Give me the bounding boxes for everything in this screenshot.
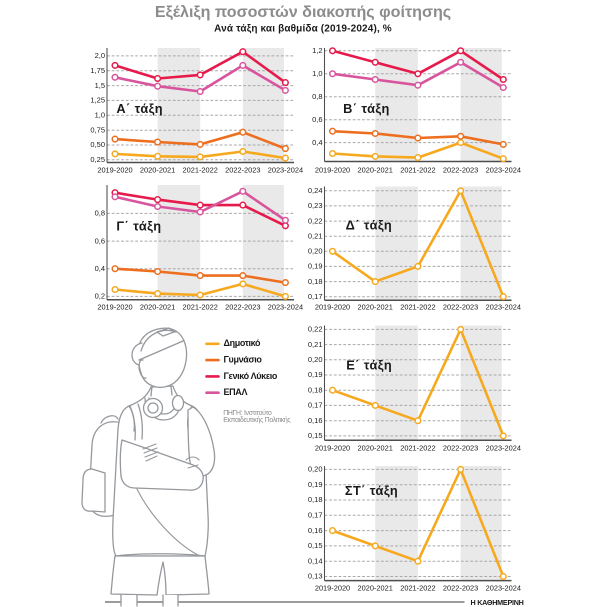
svg-text:2019-2020: 2019-2020 — [315, 584, 350, 593]
svg-text:0,4: 0,4 — [95, 264, 105, 273]
svg-text:0,16: 0,16 — [308, 416, 323, 425]
svg-text:Η ΚΑΘΗΜΕΡΙΝΗ: Η ΚΑΘΗΜΕΡΙΝΗ — [471, 598, 524, 607]
svg-text:2021-2022: 2021-2022 — [400, 302, 435, 311]
svg-text:2021-2022: 2021-2022 — [400, 443, 435, 452]
svg-text:Ε΄ τάξη: Ε΄ τάξη — [346, 358, 392, 373]
svg-text:0,15: 0,15 — [308, 541, 323, 550]
svg-text:0,19: 0,19 — [308, 370, 323, 379]
svg-text:0,22: 0,22 — [308, 325, 323, 334]
svg-text:0,17: 0,17 — [308, 511, 323, 520]
svg-text:2020-2021: 2020-2021 — [358, 443, 393, 452]
svg-text:0,17: 0,17 — [308, 401, 323, 410]
svg-text:2020-2021: 2020-2021 — [140, 166, 175, 175]
svg-text:Α΄ τάξη: Α΄ τάξη — [116, 101, 163, 116]
svg-text:0,6: 0,6 — [95, 236, 105, 245]
svg-text:0,16: 0,16 — [308, 526, 323, 535]
svg-text:ΣΤ΄ τάξη: ΣΤ΄ τάξη — [345, 483, 398, 498]
svg-text:2019-2020: 2019-2020 — [315, 302, 350, 311]
svg-text:0,2: 0,2 — [95, 292, 105, 301]
svg-text:0,17: 0,17 — [308, 292, 323, 301]
svg-text:2023-2024: 2023-2024 — [486, 584, 521, 593]
svg-text:Εκπαιδευτικής Πολιτικής: Εκπαιδευτικής Πολιτικής — [223, 417, 291, 424]
svg-text:2023-2024: 2023-2024 — [268, 302, 303, 311]
svg-text:0,18: 0,18 — [308, 277, 323, 286]
svg-text:2022-2023: 2022-2023 — [443, 302, 478, 311]
svg-text:0,20: 0,20 — [308, 247, 323, 256]
svg-text:Δ΄ τάξη: Δ΄ τάξη — [346, 218, 393, 233]
svg-text:ΠΗΓΗ: Ινστιτούτο: ΠΗΓΗ: Ινστιτούτο — [223, 409, 272, 417]
svg-text:0,22: 0,22 — [308, 216, 323, 225]
svg-text:0,75: 0,75 — [90, 125, 105, 134]
svg-text:Ανά τάξη και βαθμίδα (2019-202: Ανά τάξη και βαθμίδα (2019-2024), % — [214, 24, 392, 35]
svg-text:0,13: 0,13 — [308, 572, 323, 581]
svg-text:Γ΄ τάξη: Γ΄ τάξη — [116, 219, 161, 234]
svg-text:0,4: 0,4 — [312, 138, 322, 147]
svg-text:0,14: 0,14 — [308, 556, 323, 565]
svg-text:0,25: 0,25 — [90, 155, 105, 164]
svg-text:1,0: 1,0 — [95, 111, 105, 120]
svg-text:0,24: 0,24 — [308, 186, 323, 195]
svg-text:Γυμνάσιο: Γυμνάσιο — [224, 355, 263, 365]
svg-text:2022-2023: 2022-2023 — [225, 166, 260, 175]
svg-text:0,18: 0,18 — [308, 385, 323, 394]
svg-text:0,19: 0,19 — [308, 480, 323, 489]
svg-text:2023-2024: 2023-2024 — [486, 166, 521, 175]
svg-text:Β΄ τάξη: Β΄ τάξη — [343, 101, 390, 116]
svg-text:2021-2022: 2021-2022 — [183, 302, 218, 311]
svg-text:1,2: 1,2 — [312, 46, 322, 55]
svg-text:0,8: 0,8 — [95, 209, 105, 218]
svg-text:2021-2022: 2021-2022 — [400, 166, 435, 175]
svg-text:2021-2022: 2021-2022 — [183, 166, 218, 175]
svg-text:1,25: 1,25 — [90, 96, 105, 105]
svg-text:2022-2023: 2022-2023 — [443, 166, 478, 175]
svg-text:2022-2023: 2022-2023 — [225, 302, 260, 311]
svg-text:0,18: 0,18 — [308, 495, 323, 504]
svg-text:2019-2020: 2019-2020 — [97, 302, 132, 311]
svg-text:0,20: 0,20 — [308, 355, 323, 364]
svg-text:2020-2021: 2020-2021 — [358, 584, 393, 593]
svg-text:2019-2020: 2019-2020 — [315, 443, 350, 452]
svg-text:ΕΠΑΛ: ΕΠΑΛ — [224, 387, 248, 397]
svg-text:1,75: 1,75 — [90, 66, 105, 75]
svg-text:0,23: 0,23 — [308, 201, 323, 210]
svg-text:0,19: 0,19 — [308, 262, 323, 271]
svg-text:0,21: 0,21 — [308, 231, 323, 240]
svg-text:2020-2021: 2020-2021 — [358, 166, 393, 175]
svg-text:0,50: 0,50 — [90, 140, 105, 149]
svg-text:Γενικό Λύκειο: Γενικό Λύκειο — [224, 371, 278, 381]
svg-text:2021-2022: 2021-2022 — [400, 584, 435, 593]
svg-text:2019-2020: 2019-2020 — [97, 166, 132, 175]
svg-text:2,0: 2,0 — [95, 51, 105, 60]
svg-text:1,0: 1,0 — [312, 69, 322, 78]
svg-text:2023-2024: 2023-2024 — [486, 443, 521, 452]
svg-text:0,20: 0,20 — [308, 465, 323, 474]
svg-text:Εξέλιξη ποσοστών διακοπής φοίτ: Εξέλιξη ποσοστών διακοπής φοίτησης — [155, 3, 451, 21]
svg-text:2022-2023: 2022-2023 — [443, 443, 478, 452]
svg-text:2020-2021: 2020-2021 — [358, 302, 393, 311]
svg-text:0,8: 0,8 — [312, 92, 322, 101]
svg-text:2020-2021: 2020-2021 — [140, 302, 175, 311]
svg-text:0,15: 0,15 — [308, 431, 323, 440]
svg-text:0,6: 0,6 — [312, 115, 322, 124]
svg-text:2022-2023: 2022-2023 — [443, 584, 478, 593]
svg-text:Δημοτικό: Δημοτικό — [224, 338, 262, 348]
svg-text:2023-2024: 2023-2024 — [268, 166, 303, 175]
svg-text:0,21: 0,21 — [308, 340, 323, 349]
svg-text:2019-2020: 2019-2020 — [315, 166, 350, 175]
svg-text:1,5: 1,5 — [95, 81, 105, 90]
svg-text:2023-2024: 2023-2024 — [486, 302, 521, 311]
